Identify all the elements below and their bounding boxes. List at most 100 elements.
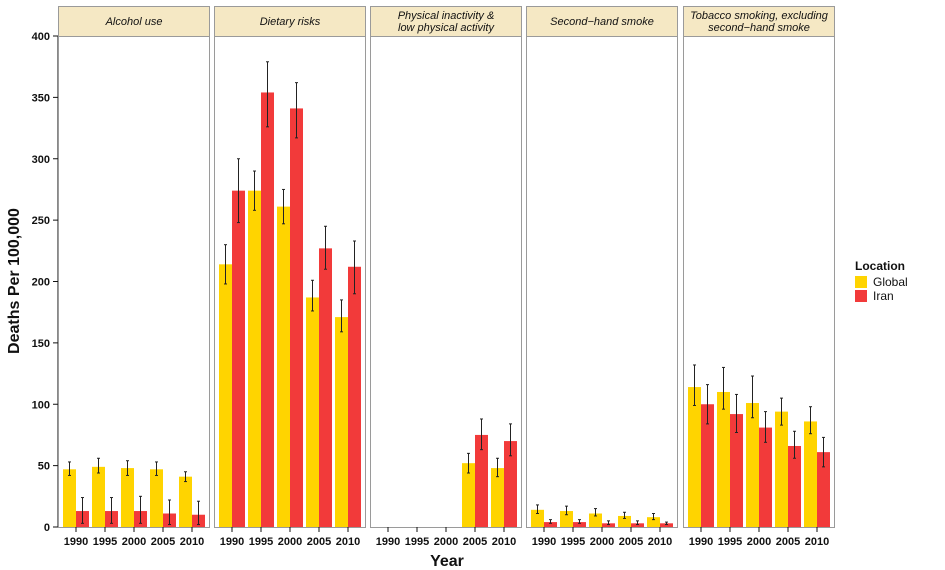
legend: Location Global Iran bbox=[855, 259, 908, 303]
x-tick-label: 2005 bbox=[151, 536, 175, 548]
x-tick-label: 1990 bbox=[64, 536, 88, 548]
panel-title-line-1: Tobacco smoking, excluding bbox=[690, 10, 829, 22]
x-tick-label: 2000 bbox=[278, 536, 302, 548]
panel-title-line-1: Second−hand smoke bbox=[550, 16, 654, 28]
y-tick-label-250: 250 bbox=[32, 215, 50, 227]
bar-iran bbox=[232, 190, 245, 528]
panel-3: Physical inactivity &low physical activi… bbox=[370, 6, 522, 548]
bar-iran bbox=[261, 92, 274, 527]
y-tick-label-100: 100 bbox=[32, 399, 50, 411]
bar-global bbox=[335, 317, 348, 527]
x-tick-label: 2010 bbox=[336, 536, 360, 548]
x-tick-label: 1990 bbox=[220, 536, 244, 548]
bar-iran bbox=[730, 414, 743, 527]
y-tick-label-0: 0 bbox=[44, 522, 50, 534]
plot-area: 0 50 100 150 200 250 300 350 400 Alcohol use 1990 1… bbox=[32, 6, 835, 548]
y-tick-label-400: 400 bbox=[32, 31, 50, 43]
panel-title-line-2: low physical activity bbox=[398, 22, 495, 34]
x-tick-label: 2000 bbox=[434, 536, 458, 548]
panel-2: Dietary risks 1990 1995 2000 2005 2010 bbox=[214, 6, 366, 548]
legend-swatch-global bbox=[855, 276, 867, 288]
legend-swatch-iran bbox=[855, 290, 867, 302]
bar-iran bbox=[602, 523, 615, 527]
bar-iran bbox=[817, 452, 830, 527]
y-tick-label-50: 50 bbox=[38, 461, 50, 473]
panel-strip bbox=[683, 6, 835, 37]
bar-global bbox=[775, 411, 788, 527]
x-tick-label: 2000 bbox=[590, 536, 614, 548]
panel-strip bbox=[58, 6, 210, 37]
x-tick-label: 2005 bbox=[619, 536, 643, 548]
x-tick-label: 1995 bbox=[93, 536, 117, 548]
panel-title-line-1: Alcohol use bbox=[105, 16, 163, 28]
bar-global bbox=[647, 517, 660, 527]
panel-4: Second−hand smoke 1990 1995 2000 2005 2010 bbox=[526, 6, 678, 548]
y-tick-label-150: 150 bbox=[32, 338, 50, 350]
bar-global bbox=[121, 468, 134, 527]
bar-global bbox=[688, 387, 701, 527]
x-axis-title: Year bbox=[430, 553, 464, 570]
panel-border bbox=[58, 36, 210, 528]
bar-global bbox=[531, 509, 544, 527]
bar-global bbox=[248, 190, 261, 528]
bar-iran bbox=[788, 445, 801, 527]
x-tick-label: 2005 bbox=[463, 536, 487, 548]
bar-global bbox=[277, 206, 290, 527]
x-tick-label: 1995 bbox=[718, 536, 742, 548]
bar-iran bbox=[348, 266, 361, 527]
x-tick-label: 2010 bbox=[180, 536, 204, 548]
bar-global bbox=[63, 469, 76, 527]
bar-global bbox=[150, 469, 163, 527]
x-tick-label: 1990 bbox=[532, 536, 556, 548]
bar-iran bbox=[701, 404, 714, 527]
bar-global bbox=[491, 468, 504, 527]
x-tick-label: 2005 bbox=[307, 536, 331, 548]
x-tick-label: 1995 bbox=[249, 536, 273, 548]
legend-label-global: Global bbox=[873, 275, 908, 289]
bar-iran bbox=[475, 434, 488, 527]
bar-iran bbox=[660, 523, 673, 527]
panel-strip bbox=[214, 6, 366, 37]
panel-strip bbox=[526, 6, 678, 37]
panel-border bbox=[370, 36, 522, 528]
bar-global bbox=[746, 403, 759, 527]
bar-global bbox=[306, 297, 319, 527]
bar-iran bbox=[631, 523, 644, 527]
x-tick-label: 2000 bbox=[122, 536, 146, 548]
bar-global bbox=[219, 264, 232, 527]
bar-iran bbox=[290, 108, 303, 528]
y-axis-title: Deaths Per 100,000 bbox=[6, 208, 23, 354]
bar-iran bbox=[544, 522, 557, 527]
bar-global bbox=[92, 466, 105, 527]
x-tick-label: 1995 bbox=[561, 536, 585, 548]
x-tick-label: 2010 bbox=[492, 536, 516, 548]
x-tick-label: 2010 bbox=[805, 536, 829, 548]
legend-title: Location bbox=[855, 259, 905, 273]
x-tick-label: 1995 bbox=[405, 536, 429, 548]
bar-iran bbox=[319, 248, 332, 528]
bar-global bbox=[179, 476, 192, 527]
x-tick-label: 2005 bbox=[776, 536, 800, 548]
y-tick-label-300: 300 bbox=[32, 154, 50, 166]
bar-global bbox=[618, 515, 631, 527]
bar-global bbox=[804, 421, 817, 527]
bar-global bbox=[462, 463, 475, 527]
panel-title-line-2: second−hand smoke bbox=[708, 22, 810, 34]
x-tick-label: 1990 bbox=[689, 536, 713, 548]
bar-global bbox=[717, 391, 730, 527]
x-tick-label: 1990 bbox=[376, 536, 400, 548]
bar-global bbox=[560, 511, 573, 527]
panel-border bbox=[526, 36, 678, 528]
x-tick-label: 2000 bbox=[747, 536, 771, 548]
panel-strip bbox=[370, 6, 522, 37]
legend-label-iran: Iran bbox=[873, 289, 894, 303]
panel-title-line-1: Physical inactivity & bbox=[398, 10, 495, 22]
y-tick-label-350: 350 bbox=[32, 92, 50, 104]
bar-iran bbox=[504, 441, 517, 527]
panel-1: Alcohol use 1990 1995 2000 2005 2010 bbox=[58, 6, 210, 548]
bar-iran bbox=[573, 522, 586, 527]
x-tick-label: 2010 bbox=[648, 536, 672, 548]
panel-title-line-1: Dietary risks bbox=[260, 16, 321, 28]
